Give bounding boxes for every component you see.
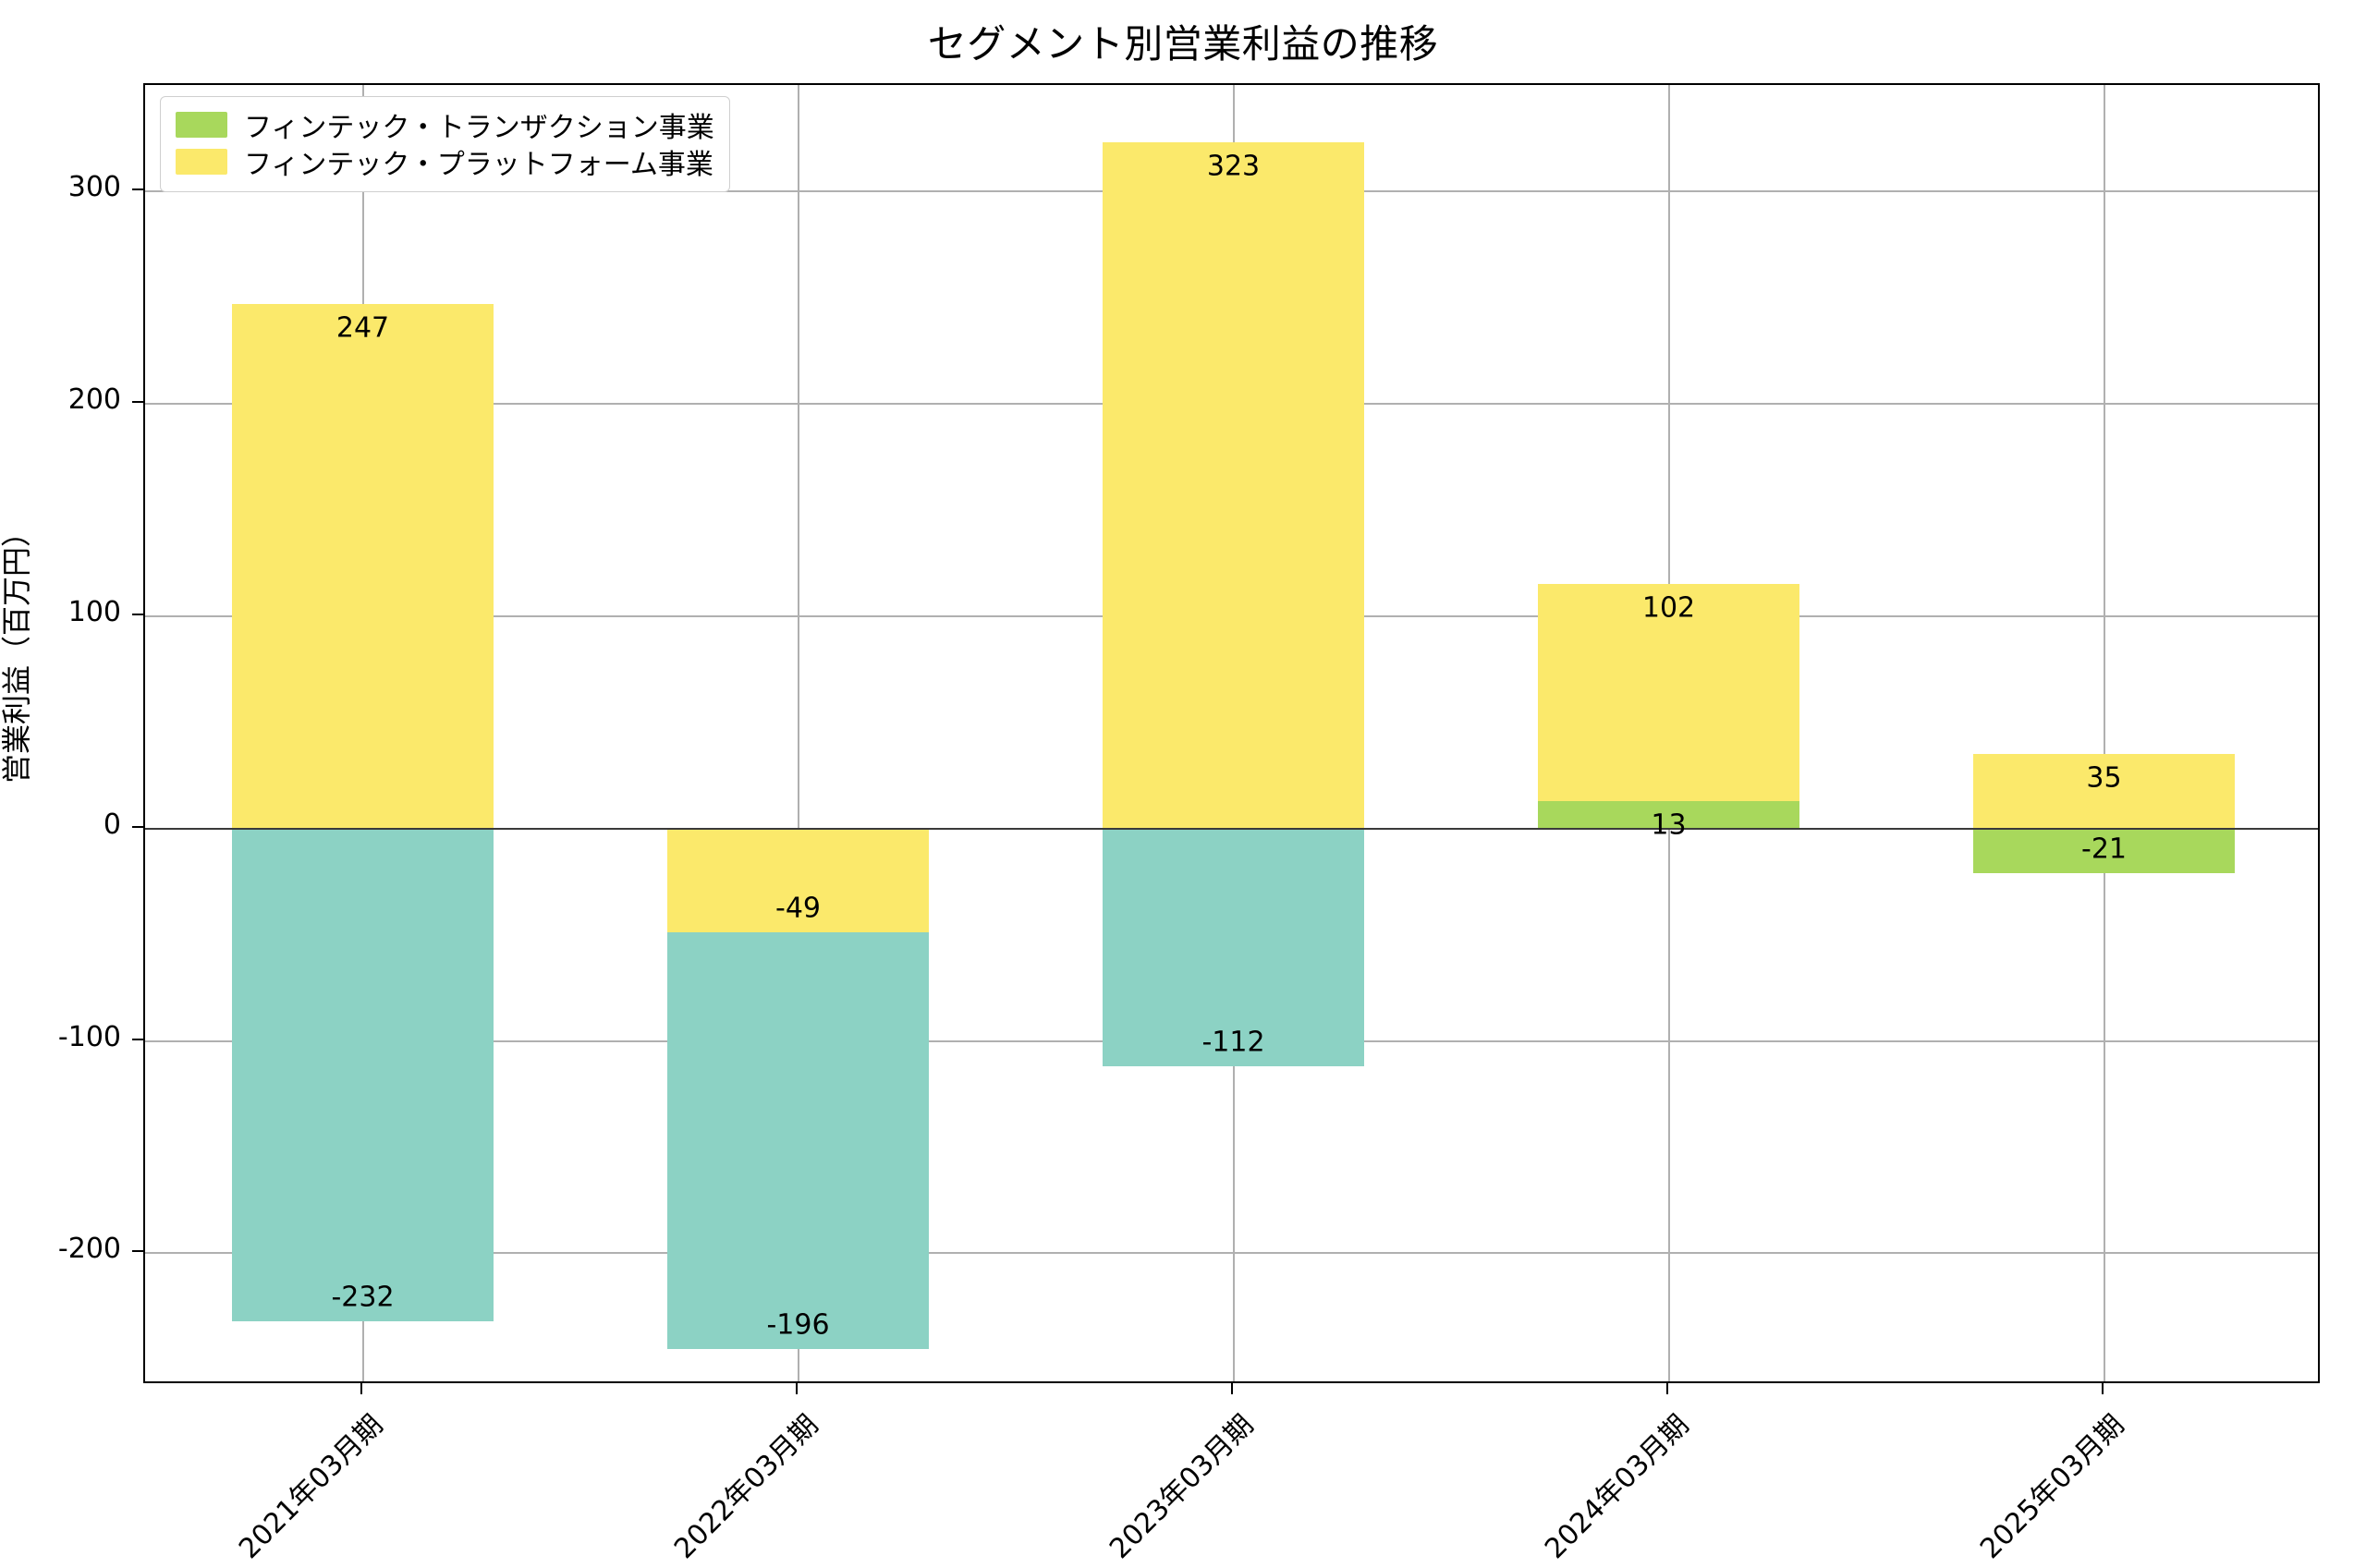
y-axis-tick-mark [132,825,143,828]
bar-segment[interactable] [1103,142,1364,829]
y-axis-tick-label: 100 [67,595,121,628]
bar-segment[interactable] [1973,828,2235,873]
y-axis-tick-mark [132,188,143,190]
gridline-horizontal [145,1252,2318,1255]
bar-value-label: -21 [2081,833,2127,866]
legend-item[interactable]: フィンテック・プラットフォーム事業 [176,143,714,181]
x-axis-tick-mark [2101,1383,2104,1394]
y-axis-tick-mark [132,1038,143,1040]
y-axis-tick-label: -100 [57,1020,121,1053]
chart-legend: フィンテック・トランザクション事業 フィンテック・プラットフォーム事業 [160,96,730,192]
bar-segment[interactable] [667,932,929,1349]
bar-value-label: -196 [766,1308,830,1342]
bar-segment[interactable] [667,828,929,933]
x-axis-tick-label: 2024年03月期 [1538,1408,1695,1566]
bar-segment[interactable] [1973,754,2235,829]
x-axis-tick-label: 2023年03月期 [1103,1408,1260,1566]
legend-item[interactable]: フィンテック・トランザクション事業 [176,106,714,144]
bar-segment[interactable] [232,303,494,829]
y-axis-title-text: 営業利益（百万円） [0,517,35,784]
gridline-vertical [797,85,799,1381]
bar-value-label: 323 [1206,150,1261,183]
bar-value-label: 247 [335,311,390,345]
bar-value-label: 102 [1641,591,1696,625]
bar-segment[interactable] [1538,800,1799,829]
x-axis-tick-mark [360,1383,362,1394]
bar-value-label: 13 [1651,808,1687,842]
bar-segment[interactable] [232,828,494,1322]
x-axis-tick-mark [1665,1383,1668,1394]
y-axis-tick-mark [132,400,143,403]
x-axis-tick-mark [795,1383,798,1394]
y-axis-tick-label: 200 [67,383,121,416]
bar-value-label: 35 [2086,761,2122,795]
bar-segment[interactable] [1538,584,1799,801]
bar-value-label: -49 [775,892,821,925]
bar-segment[interactable] [1103,828,1364,1067]
legend-item-label: フィンテック・トランザクション事業 [244,112,714,144]
bar-value-label: -112 [1201,1026,1265,1059]
y-axis-tick-mark [132,1250,143,1253]
legend-color-swatch [176,149,227,175]
x-axis-tick-label: 2025年03月期 [1973,1408,2130,1566]
y-axis-tick-mark [132,613,143,615]
zero-line [145,827,2318,830]
gridline-vertical [2103,85,2105,1381]
x-axis-tick-label: 2022年03月期 [667,1408,824,1566]
y-axis-tick-label: -200 [57,1233,121,1266]
chart-title: セグメント別営業利益の推移 [927,21,1439,67]
x-axis-tick-label: 2021年03月期 [232,1408,389,1566]
legend-color-swatch [176,112,227,138]
legend-item-label: フィンテック・プラットフォーム事業 [244,149,713,181]
y-axis-tick-label: 0 [103,808,121,841]
y-axis-tick-label: 300 [67,170,121,203]
x-axis-tick-mark [1230,1383,1233,1394]
bar-value-label: -232 [331,1281,395,1314]
plot-area: 247 -232 -49 -196 323 -112 13 102 -21 35 [143,83,2320,1383]
